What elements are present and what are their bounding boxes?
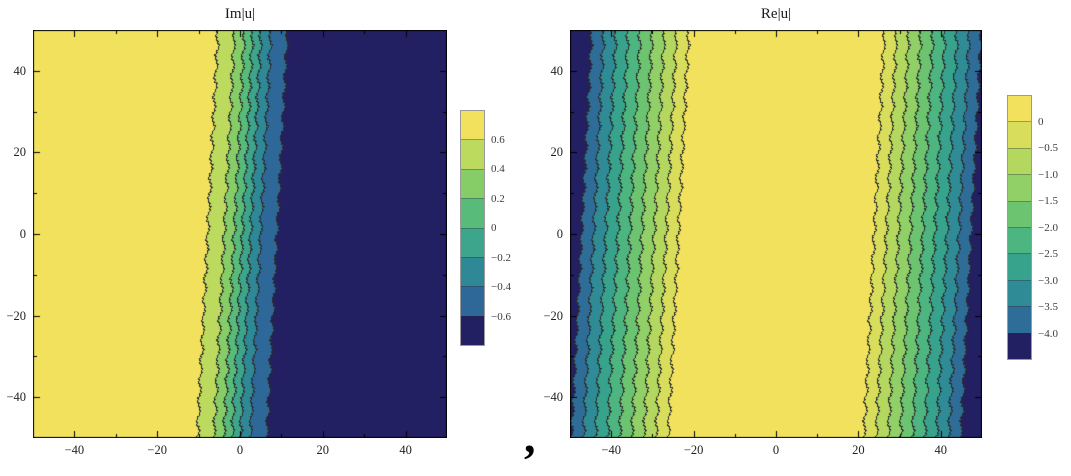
legend-label: 0.4 [491,163,505,175]
plot-title-re: Re|u| [760,6,792,22]
legend-swatch [1008,200,1031,228]
legend-label: 0 [491,222,497,234]
legend-swatch [461,139,484,169]
legend-swatch [461,315,484,345]
contour-plot-re-u: Re|u| −40 −20 0 20 40 40 20 0 −20 −40 [543,6,982,456]
legend-label: 0.2 [491,192,505,205]
legend-swatch [1008,253,1031,280]
x-tick-label: 0 [236,443,244,457]
legend-swatch [1008,147,1031,175]
legend-label: −4.0 [1038,327,1058,340]
x-tick-label: −40 [601,443,621,457]
color-legend-im: 0.6 0.4 0.2 0 −0.2 −0.4 −0.6 [460,110,511,346]
y-tick-label: 40 [13,63,27,78]
y-tick-label: −20 [543,308,563,323]
y-tick-label: 40 [550,63,564,78]
y-tick-label: 20 [13,145,27,160]
x-tick-label: 20 [316,443,330,457]
legend-swatch [461,286,484,316]
legend-label: −0.2 [491,251,511,264]
y-tick-label: −40 [543,389,563,404]
x-tick-label: 0 [772,443,780,457]
y-tick-label: 0 [556,226,563,241]
legend-label: −1.5 [1038,195,1058,207]
legend-swatch [461,198,484,228]
x-tick-label: 20 [852,443,865,457]
y-tick-label: −40 [6,389,26,404]
legend-swatch [461,168,484,199]
legend-swatch [1008,306,1031,333]
x-tick-label: −20 [683,443,704,457]
legend-color-bar [460,110,485,346]
x-tick-label: −40 [64,443,85,457]
y-tick-label: 20 [550,145,564,160]
contour-canvas-re [570,30,982,438]
plot-title-im: Im|u| [224,6,256,22]
y-tick-label: 0 [19,226,26,241]
x-tick-label: 40 [934,443,948,457]
legend-swatch [1008,279,1031,307]
legend-swatch [461,227,484,257]
legend-label: −0.6 [491,310,511,323]
comma-separator: , [524,411,536,462]
legend-label: −3.0 [1038,274,1058,287]
legend-swatch [1008,121,1031,148]
legend-label: −3.5 [1038,301,1058,313]
x-tick-label: 40 [399,443,412,457]
legend-label: −2.5 [1038,248,1058,260]
legend-label: 0.6 [491,133,505,146]
color-legend-re: 0 −0.5 −1.0 −1.5 −2.0 −2.5 −3.0 −3.5 −4.0 [1007,95,1058,360]
legend-label: 0 [1038,115,1044,128]
y-tick-label: −20 [6,308,26,323]
legend-label: −0.5 [1038,142,1058,154]
contour-plot-im-u: Im|u| −40 −20 0 20 40 40 20 0 −20 −40 [6,6,447,456]
x-tick-label: −20 [147,443,167,457]
legend-label: −2.0 [1038,221,1058,234]
legend-swatch [1008,96,1031,122]
legend-label: −1.0 [1038,168,1058,181]
contour-canvas-im [33,30,447,438]
legend-swatch [461,256,484,287]
legend-color-bar [1007,95,1032,360]
legend-swatch [1008,332,1031,360]
legend-label: −0.4 [491,281,511,293]
legend-swatch [1008,174,1031,201]
legend-swatch [461,111,484,140]
legend-swatch [1008,227,1031,254]
